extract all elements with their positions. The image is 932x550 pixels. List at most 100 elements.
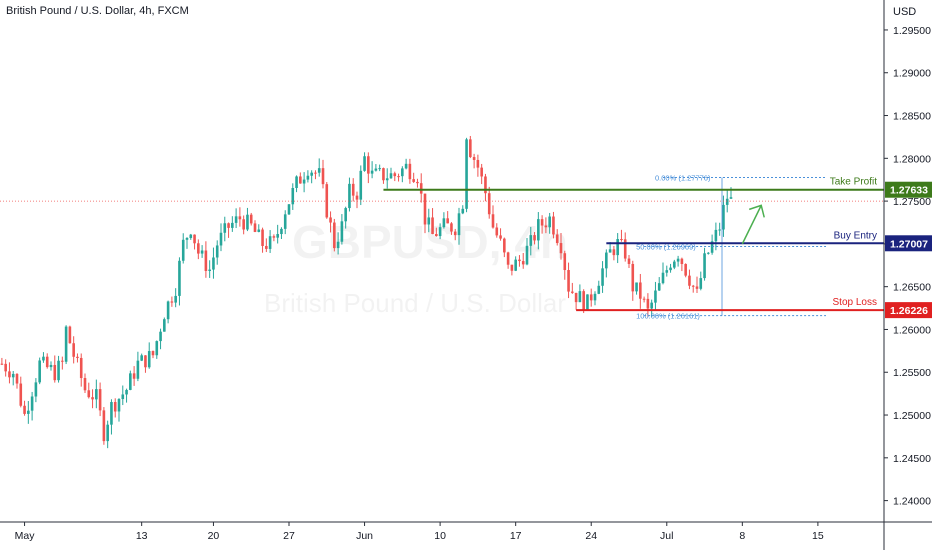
candle-body	[49, 364, 53, 368]
y-tick-label: 1.28000	[893, 153, 931, 165]
symbol-title: British Pound / U.S. Dollar, 4h, FXCM	[6, 5, 189, 17]
candle-body	[506, 252, 510, 265]
candle-body	[676, 258, 680, 262]
candle-body	[703, 253, 706, 279]
candle-body	[404, 163, 408, 169]
candle-body	[144, 355, 147, 368]
candle-body	[397, 176, 400, 178]
candle-body	[495, 227, 499, 236]
price-tag-stop-loss	[885, 302, 932, 319]
candle-body	[83, 378, 87, 391]
candle-body	[265, 245, 268, 249]
candle-body	[68, 326, 72, 344]
candle-body	[431, 217, 434, 235]
candle-body	[378, 168, 381, 170]
level-label-stop-loss: Stop Loss	[833, 297, 877, 308]
candle-body	[215, 245, 219, 258]
candle-body	[306, 175, 310, 180]
candle-body	[533, 235, 536, 241]
candle-body	[98, 389, 102, 411]
x-tick-label: 13	[136, 530, 148, 542]
candle-body	[257, 229, 261, 232]
candle-body	[612, 249, 616, 256]
candle-body	[446, 218, 449, 224]
candles	[0, 135, 733, 449]
candle-body	[559, 243, 563, 254]
candle-body	[635, 282, 638, 292]
candle-body	[57, 360, 60, 381]
candle-body	[586, 294, 589, 311]
candle-body	[280, 228, 283, 235]
y-tick-label: 1.28500	[893, 111, 931, 123]
candle-body	[480, 167, 483, 177]
candle-body	[314, 172, 317, 174]
candle-body	[355, 195, 359, 200]
candle-body	[555, 234, 559, 244]
y-tick-label: 1.29500	[893, 25, 931, 37]
candle-body	[8, 371, 11, 378]
candle-body	[197, 243, 200, 254]
candle-body	[665, 270, 669, 273]
y-tick-label: 1.27500	[893, 196, 931, 208]
candle-body	[684, 264, 687, 276]
candle-body	[181, 239, 185, 261]
candle-body	[435, 234, 438, 237]
candle-body	[578, 291, 582, 303]
candle-body	[673, 261, 676, 268]
candle-body	[450, 223, 453, 232]
candle-body	[27, 410, 30, 414]
price-tag-label: 1.27633	[890, 185, 928, 197]
candle-body	[166, 301, 170, 320]
candle-body	[76, 356, 79, 358]
candle-body	[151, 351, 155, 356]
candle-body	[79, 357, 83, 379]
candle-body	[601, 268, 604, 286]
candle-body	[714, 229, 718, 242]
candle-body	[200, 250, 204, 254]
candle-body	[170, 301, 174, 303]
candle-body	[136, 360, 140, 379]
candle-body	[688, 275, 691, 286]
candle-body	[64, 326, 68, 362]
y-tick-label: 1.25000	[893, 410, 931, 422]
candle-body	[163, 319, 166, 332]
candle-body	[129, 373, 132, 390]
y-tick-label: 1.26500	[893, 282, 931, 294]
candle-body	[654, 290, 657, 303]
price-tag-buy-entry	[885, 235, 932, 252]
candle-body	[113, 402, 117, 412]
candle-body	[401, 168, 404, 177]
currency-label[interactable]: USD	[893, 6, 917, 18]
candle-body	[608, 249, 612, 253]
candle-body	[359, 170, 363, 200]
candle-body	[370, 170, 374, 174]
candle-body	[344, 208, 347, 222]
candle-body	[234, 216, 238, 223]
candle-body	[140, 355, 143, 361]
candle-body	[657, 283, 661, 291]
candle-body	[695, 286, 699, 289]
y-tick-label: 1.26000	[893, 324, 931, 336]
candle-body	[348, 183, 351, 209]
candle-body	[238, 216, 242, 220]
candle-body	[472, 157, 476, 160]
candle-body	[42, 356, 45, 361]
candle-body	[193, 234, 196, 244]
candle-body	[159, 331, 162, 342]
candle-body	[110, 402, 113, 425]
candle-body	[605, 252, 608, 269]
candle-body	[272, 236, 276, 238]
x-tick-label: 20	[208, 530, 220, 542]
candle-body	[246, 214, 249, 230]
candle-body	[208, 269, 211, 272]
candle-body	[419, 183, 423, 194]
level-label-take-profit: Take Profit	[830, 177, 877, 188]
candle-body	[302, 179, 306, 184]
x-tick-label: May	[15, 530, 36, 542]
candle-body	[574, 292, 578, 303]
candle-body	[155, 341, 159, 356]
candle-body	[491, 214, 495, 228]
candle-body	[465, 139, 468, 209]
candle-body	[661, 272, 665, 284]
